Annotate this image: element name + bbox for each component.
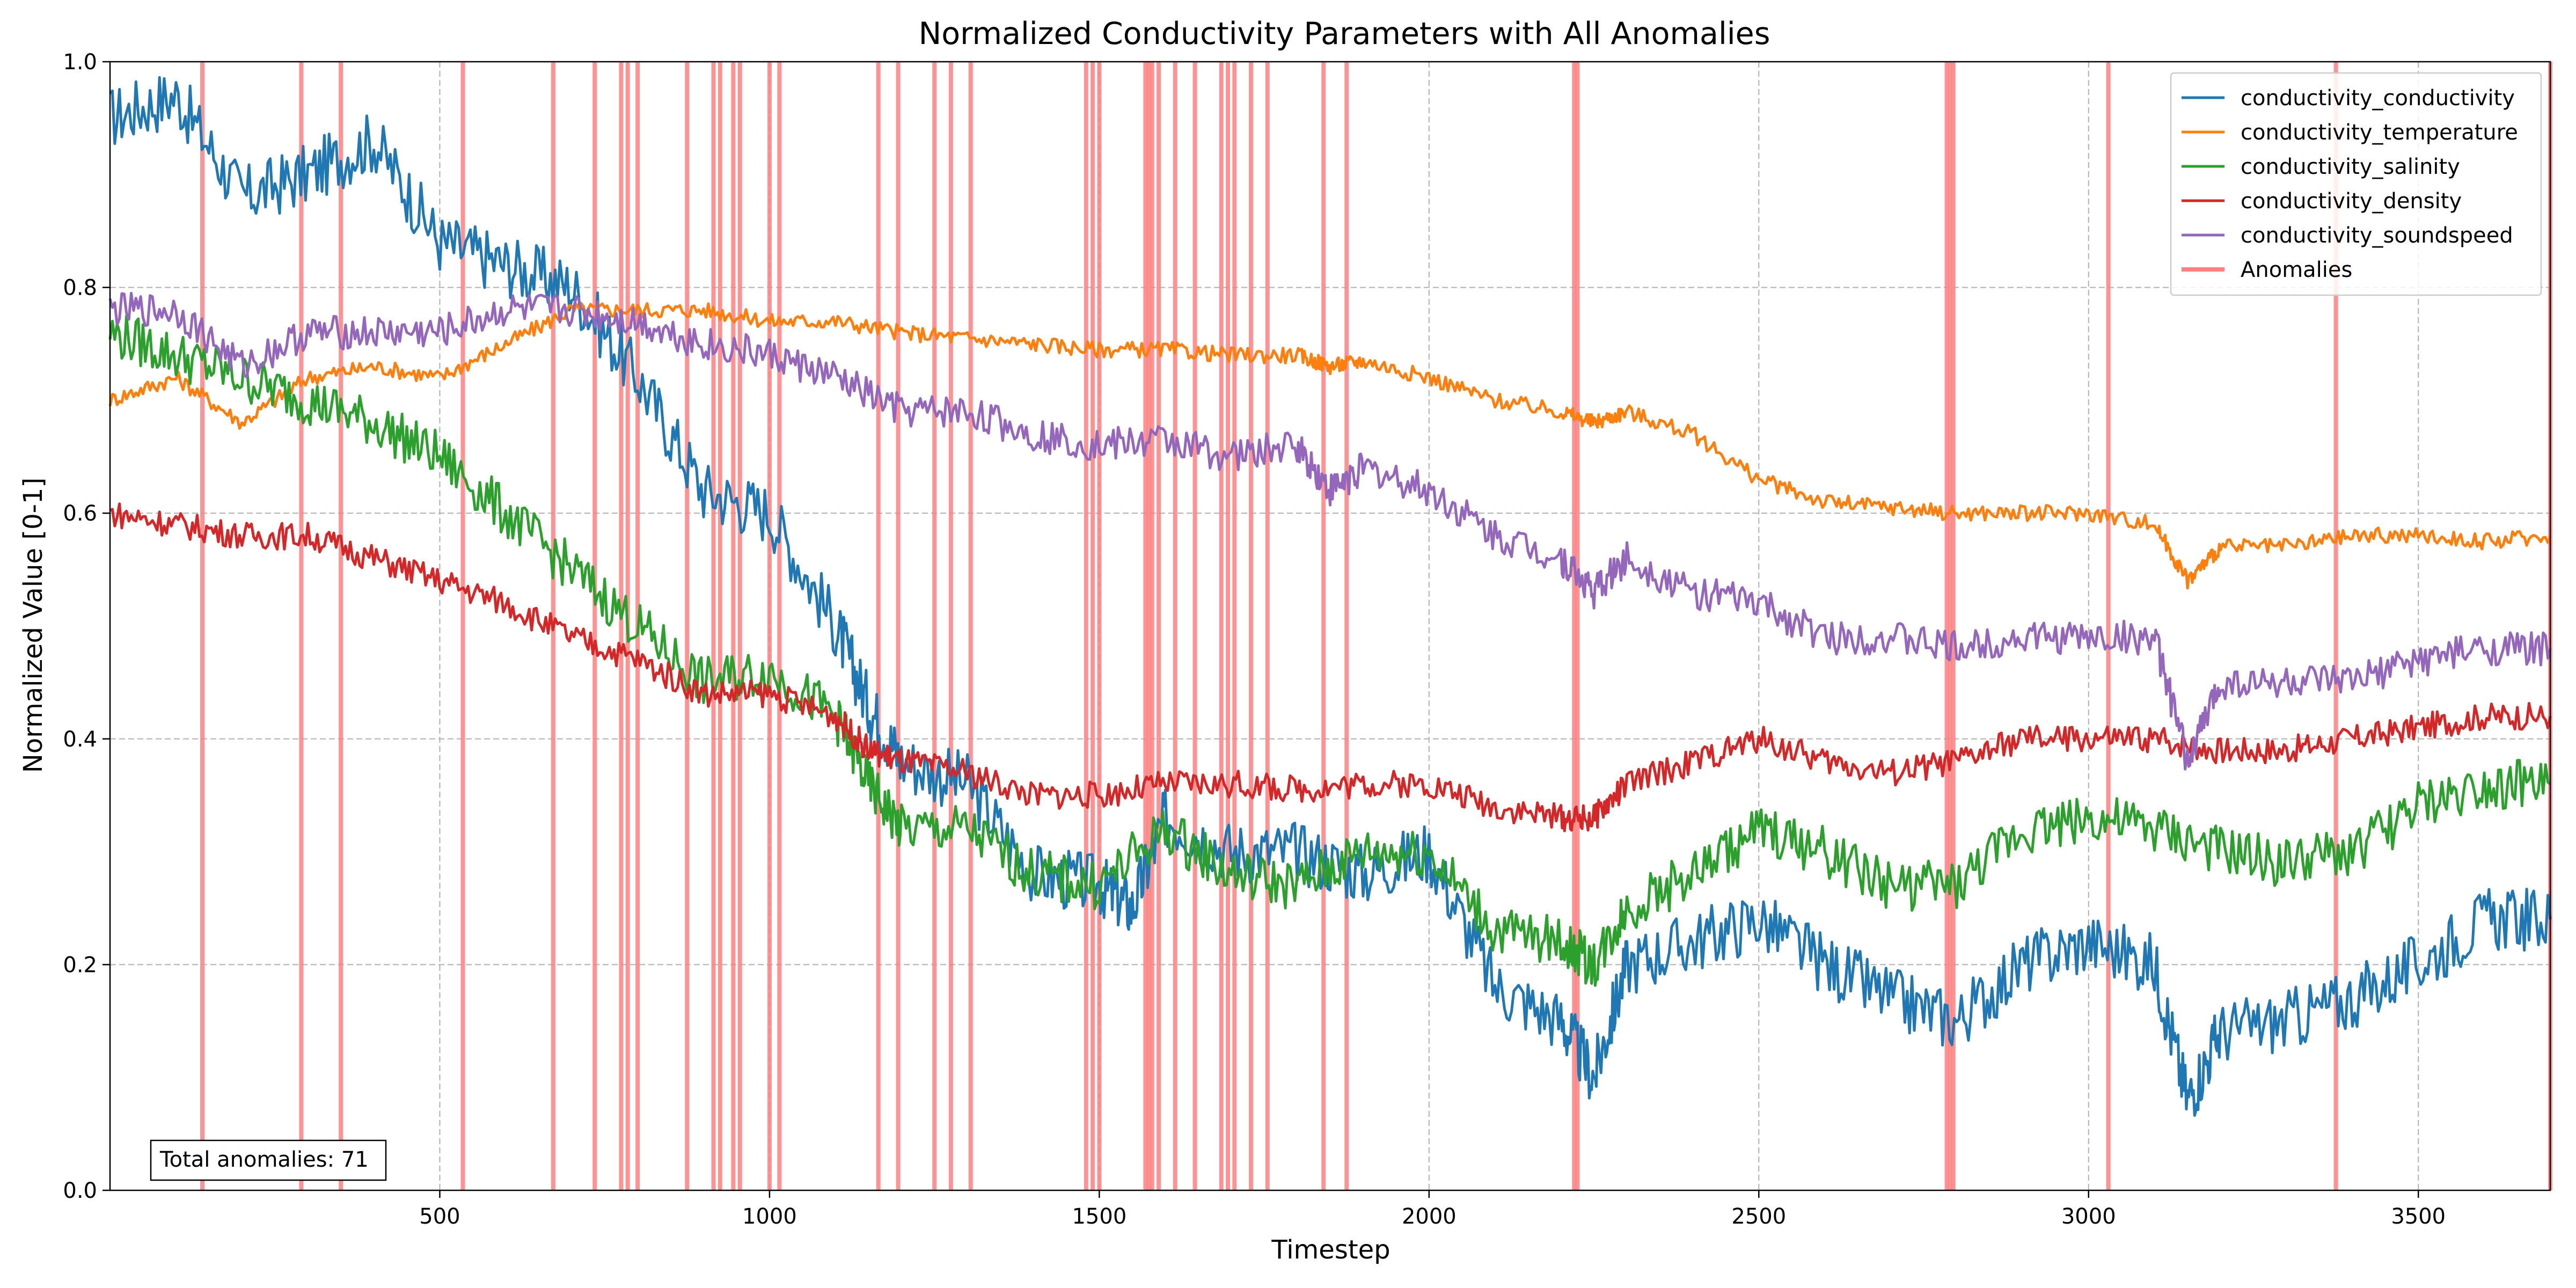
series-line-conductivity_density [109,502,2552,832]
y-tick-label: 0.2 [63,953,97,977]
x-tick-label: 2500 [1731,1204,1786,1229]
x-tick-label: 3500 [2391,1204,2446,1229]
legend-label: conductivity_temperature [2241,120,2518,145]
anomaly-count-box [150,1139,387,1181]
legend-label: conductivity_density [2241,189,2462,214]
x-tick-label: 500 [419,1204,460,1229]
anomaly-markers [200,62,2552,1190]
y-tick-label: 0.0 [63,1179,97,1203]
series-line-conductivity_salinity [108,314,2551,987]
axis-ticks: 500 1000 1500 2000 2500 3000 3500 0.0 0.2 0.4 0.6 0… [63,50,2446,1229]
x-tick-label: 1000 [742,1204,797,1229]
legend-label: Anomalies [2241,258,2352,282]
legend-label: conductivity_conductivity [2241,86,2515,111]
anomaly-count-text: Total anomalies: 71 [159,1147,369,1172]
y-tick-label: 0.6 [63,501,97,526]
plot-frame [109,61,2551,1191]
legend-label: conductivity_salinity [2241,155,2460,179]
series-line-conductivity_conductivity [109,76,2552,1117]
x-tick-label: 1500 [1072,1204,1126,1229]
anomaly-count-annotation: Total anomalies: 71 [150,1139,387,1181]
legend: conductivity_conductivity conductivity_te… [2170,72,2542,296]
series-line-conductivity_soundspeed [108,291,2552,771]
x-axis-label: Timestep [1271,1235,1390,1265]
y-axis-label: Normalized Value [0-1] [18,478,48,773]
x-tick-label: 3000 [2061,1204,2116,1229]
y-tick-label: 1.0 [63,50,97,75]
y-tick-label: 0.4 [63,727,97,752]
series-line-conductivity_temperature [108,302,2552,590]
y-tick-label: 0.8 [63,276,97,301]
legend-label: conductivity_soundspeed [2241,223,2513,248]
legend-box [2170,72,2542,296]
chart-title: Normalized Conductivity Parameters with … [919,16,1770,52]
series-lines [108,76,2552,1117]
x-tick-label: 2000 [1402,1204,1457,1229]
